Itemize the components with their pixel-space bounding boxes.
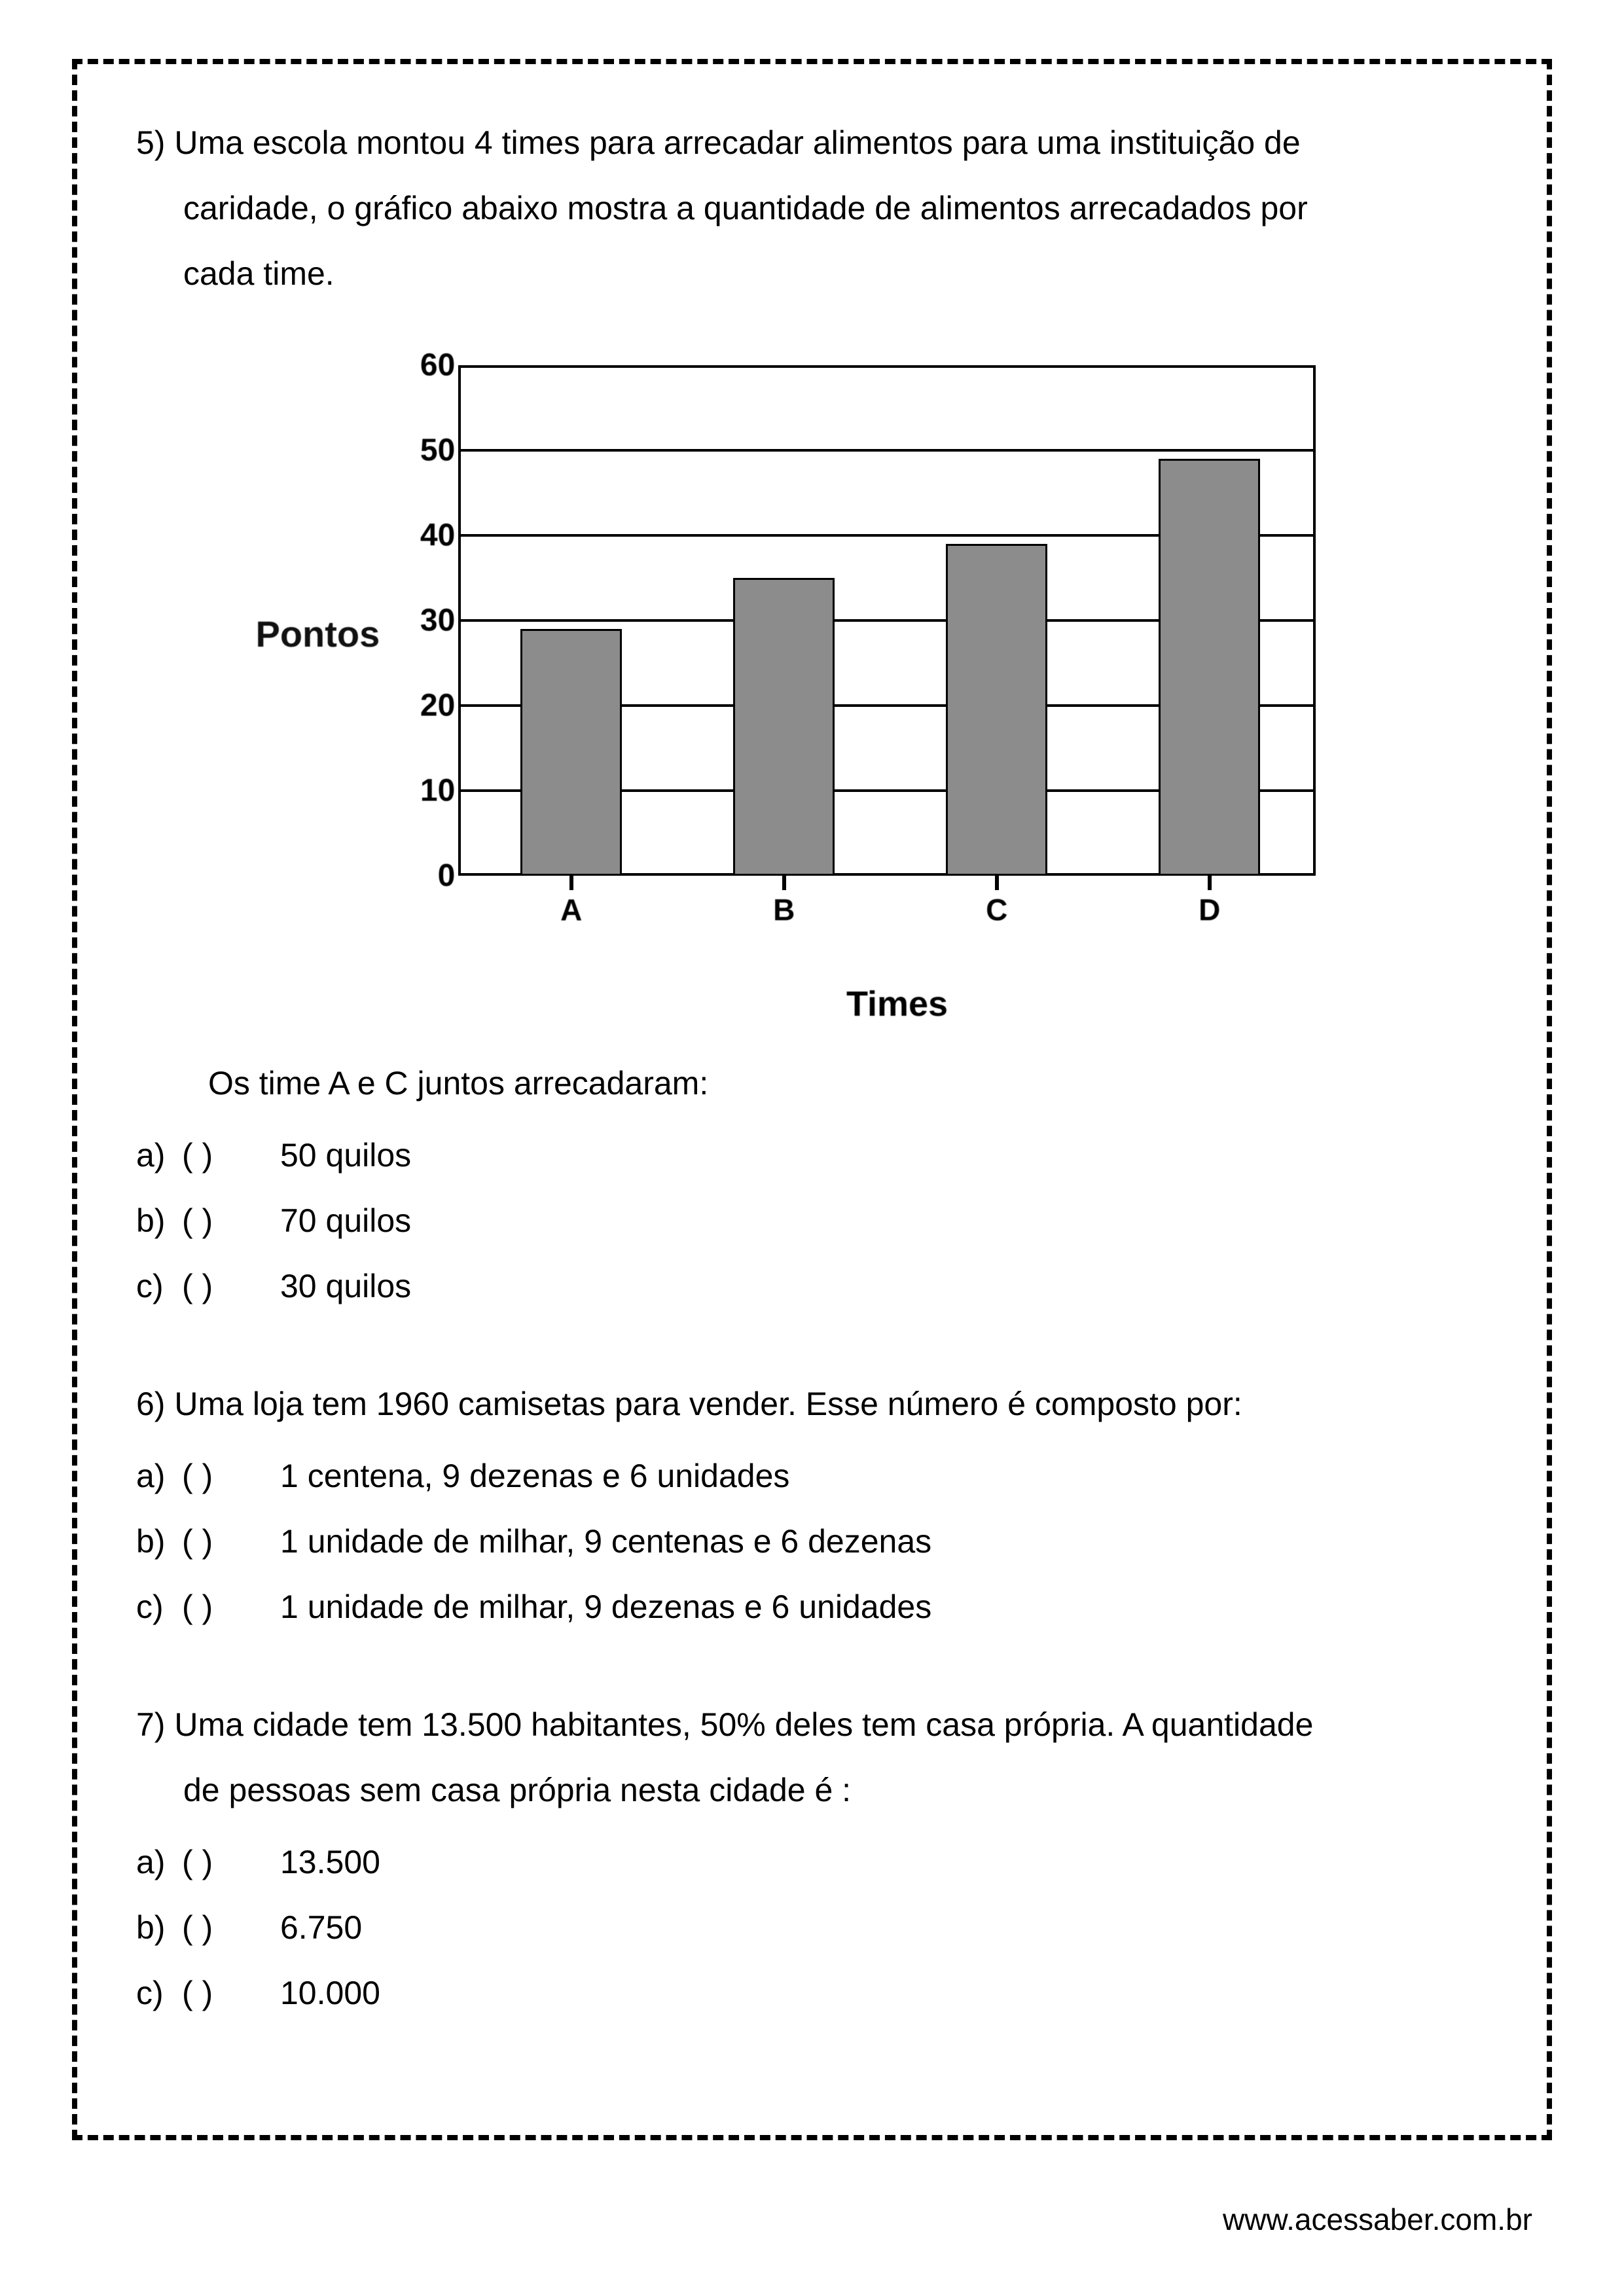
question-7-number: 7) <box>136 1706 165 1743</box>
option-letter: c) <box>136 1574 182 1640</box>
option-letter: a) <box>136 1443 182 1509</box>
question-6-number: 6) <box>136 1386 165 1422</box>
option-text: 1 unidade de milhar, 9 centenas e 6 deze… <box>280 1509 1488 1574</box>
question-6-text: 6) Uma loja tem 1960 camisetas para vend… <box>136 1371 1488 1437</box>
chart-y-tick-label: 30 <box>420 603 455 639</box>
dashed-content-border: 5) Uma escola montou 4 times para arreca… <box>72 59 1552 2140</box>
option-text: 50 quilos <box>280 1122 1488 1188</box>
option-row[interactable]: c)( )1 unidade de milhar, 9 dezenas e 6 … <box>136 1574 1488 1640</box>
question-7-line1: Uma cidade tem 13.500 habitantes, 50% de… <box>174 1706 1313 1743</box>
option-checkbox[interactable]: ( ) <box>182 1443 280 1509</box>
option-row[interactable]: b)( )70 quilos <box>136 1188 1488 1253</box>
option-row[interactable]: b)( )6.750 <box>136 1895 1488 1960</box>
question-5-options: a)( )50 quilosb)( )70 quilosc)( )30 quil… <box>136 1122 1488 1319</box>
chart-y-tick-label: 10 <box>420 773 455 809</box>
bar-chart: Pontos 0102030405060ABCD Times <box>256 365 1369 1024</box>
chart-bar <box>1159 459 1260 876</box>
chart-x-label: A <box>560 892 582 927</box>
question-5-prompt: Os time A e C juntos arrecadaram: <box>136 1050 1488 1116</box>
chart-core: 0102030405060ABCD <box>396 365 1316 954</box>
option-letter: a) <box>136 1122 182 1188</box>
option-row[interactable]: b)( )1 unidade de milhar, 9 centenas e 6… <box>136 1509 1488 1574</box>
chart-x-label: B <box>773 892 795 927</box>
option-text: 6.750 <box>280 1895 1488 1960</box>
question-5-number: 5) <box>136 124 165 161</box>
option-letter: b) <box>136 1188 182 1253</box>
chart-y-tick-label: 40 <box>420 518 455 554</box>
question-5-line2: caridade, o gráfico abaixo mostra a quan… <box>136 175 1488 241</box>
question-6: 6) Uma loja tem 1960 camisetas para vend… <box>136 1371 1488 1640</box>
option-checkbox[interactable]: ( ) <box>182 1188 280 1253</box>
option-text: 70 quilos <box>280 1188 1488 1253</box>
option-row[interactable]: a)( )50 quilos <box>136 1122 1488 1188</box>
option-checkbox[interactable]: ( ) <box>182 1122 280 1188</box>
option-row[interactable]: a)( )1 centena, 9 dezenas e 6 unidades <box>136 1443 1488 1509</box>
option-text: 10.000 <box>280 1960 1488 2026</box>
chart-bar <box>733 578 835 876</box>
option-letter: a) <box>136 1829 182 1895</box>
question-5: 5) Uma escola montou 4 times para arreca… <box>136 110 1488 1319</box>
option-letter: b) <box>136 1895 182 1960</box>
chart-x-label: D <box>1199 892 1220 927</box>
option-checkbox[interactable]: ( ) <box>182 1960 280 2026</box>
question-5-line1: Uma escola montou 4 times para arrecadar… <box>174 124 1300 161</box>
question-7: 7) Uma cidade tem 13.500 habitantes, 50%… <box>136 1692 1488 2026</box>
chart-bar <box>520 629 622 876</box>
chart-gridline <box>458 449 1316 452</box>
option-checkbox[interactable]: ( ) <box>182 1253 280 1319</box>
option-letter: c) <box>136 1960 182 2026</box>
option-text: 13.500 <box>280 1829 1488 1895</box>
question-5-text: 5) Uma escola montou 4 times para arreca… <box>136 110 1488 306</box>
chart-x-labels: A B C D <box>458 876 1316 935</box>
option-checkbox[interactable]: ( ) <box>182 1574 280 1640</box>
option-letter: c) <box>136 1253 182 1319</box>
option-checkbox[interactable]: ( ) <box>182 1509 280 1574</box>
question-6-line1: Uma loja tem 1960 camisetas para vender.… <box>174 1386 1242 1422</box>
option-checkbox[interactable]: ( ) <box>182 1829 280 1895</box>
chart-bar <box>946 544 1047 876</box>
chart-y-tick-label: 0 <box>438 858 456 894</box>
option-row[interactable]: c)( )10.000 <box>136 1960 1488 2026</box>
option-letter: b) <box>136 1509 182 1574</box>
chart-y-tick-label: 50 <box>420 433 455 469</box>
question-5-line3: cada time. <box>136 241 1488 306</box>
chart-y-axis-title: Pontos <box>256 613 380 655</box>
chart-y-tick-label: 20 <box>420 688 455 724</box>
question-7-text: 7) Uma cidade tem 13.500 habitantes, 50%… <box>136 1692 1488 1823</box>
option-checkbox[interactable]: ( ) <box>182 1895 280 1960</box>
question-7-line2: de pessoas sem casa própria nesta cidade… <box>136 1757 1488 1823</box>
footer-url: www.acessaber.com.br <box>1223 2202 1532 2237</box>
question-6-options: a)( )1 centena, 9 dezenas e 6 unidadesb)… <box>136 1443 1488 1640</box>
chart-plot-area <box>458 365 1316 876</box>
chart-x-axis-title: Times <box>426 984 1369 1024</box>
option-text: 1 centena, 9 dezenas e 6 unidades <box>280 1443 1488 1509</box>
page: 5) Uma escola montou 4 times para arreca… <box>0 0 1624 2296</box>
chart-y-tick-label: 60 <box>420 348 455 384</box>
option-row[interactable]: a)( )13.500 <box>136 1829 1488 1895</box>
option-row[interactable]: c)( )30 quilos <box>136 1253 1488 1319</box>
question-7-options: a)( )13.500b)( )6.750c)( )10.000 <box>136 1829 1488 2026</box>
option-text: 1 unidade de milhar, 9 dezenas e 6 unida… <box>280 1574 1488 1640</box>
chart-x-label: C <box>986 892 1007 927</box>
option-text: 30 quilos <box>280 1253 1488 1319</box>
